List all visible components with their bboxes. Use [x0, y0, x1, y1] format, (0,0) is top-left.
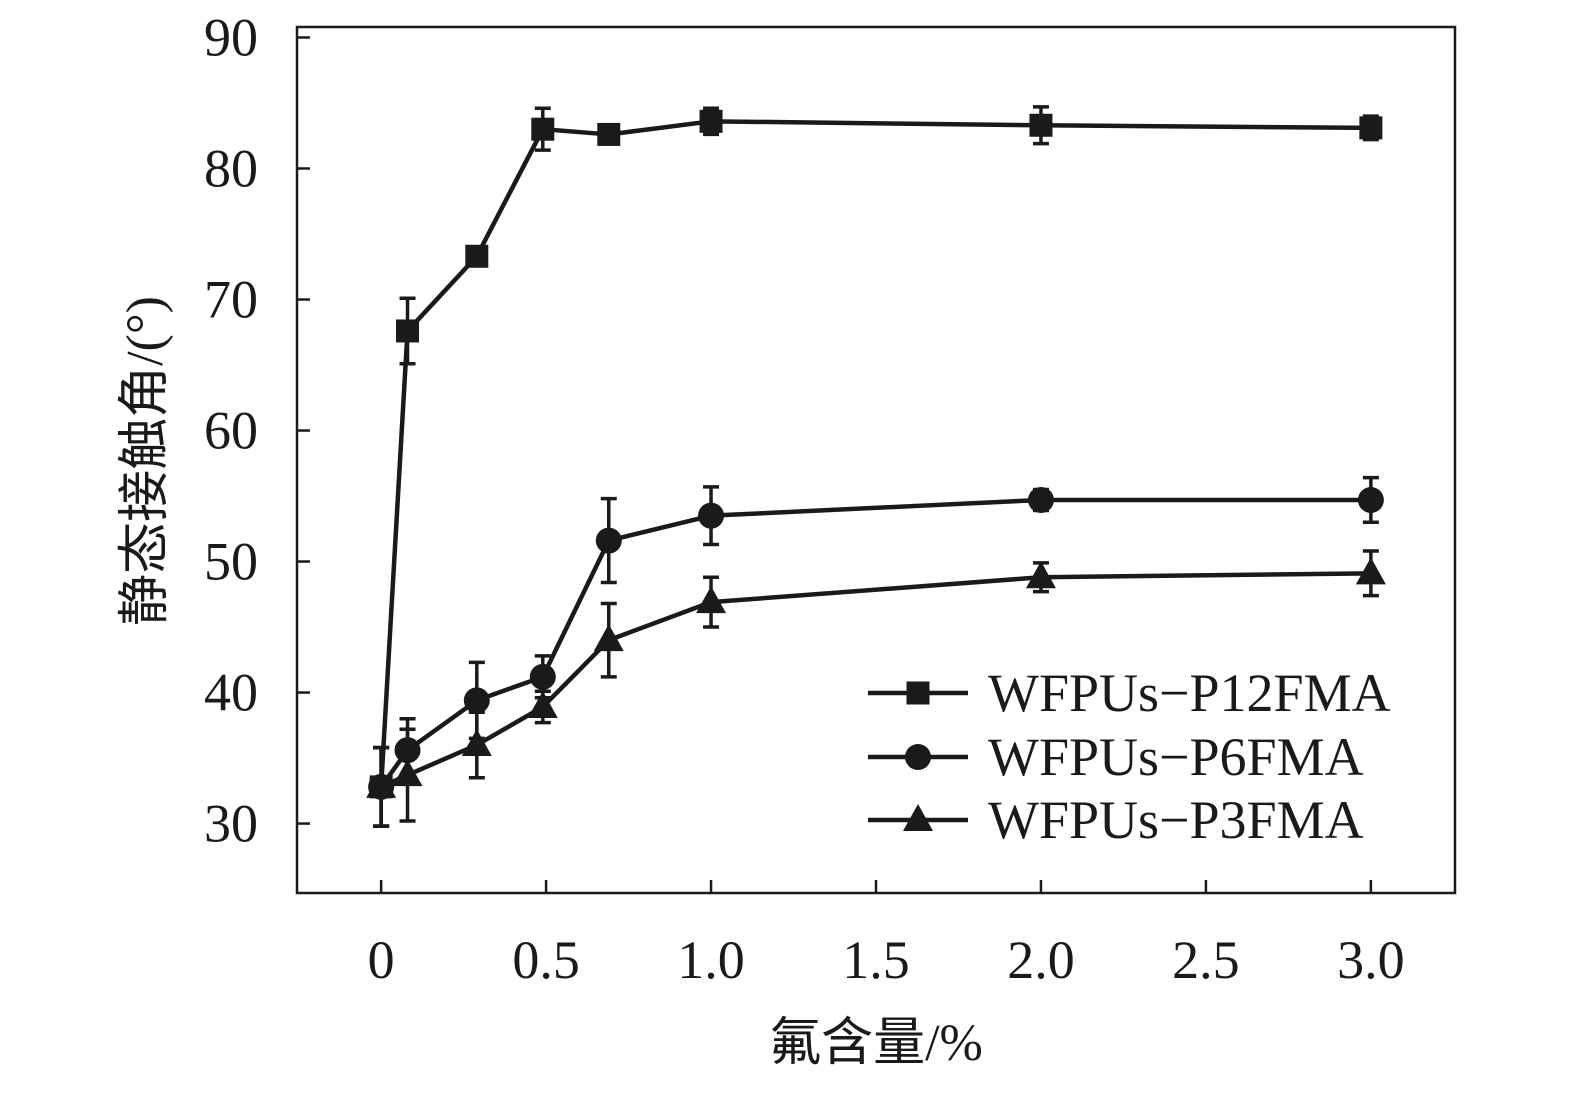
x-tick-label-0.5: 0.5: [512, 930, 580, 990]
y-tick-label-60: 60: [204, 401, 258, 461]
legend-entry-wfpusp6fma: WFPUs−P6FMA: [868, 727, 1364, 787]
series-wfpusp12fma: [369, 105, 1383, 828]
data-point-wfpusp6fma-2: [463, 687, 490, 714]
legend-label-wfpusp3fma: WFPUs−P3FMA: [988, 790, 1364, 850]
x-tick-label-2.5: 2.5: [1172, 930, 1240, 990]
legend-label-wfpusp12fma: WFPUs−P12FMA: [988, 663, 1391, 723]
data-point-wfpusp6fma-7: [1357, 486, 1384, 513]
data-point-wfpusp3fma-6: [1025, 561, 1056, 589]
axis-ticks: 30 40 50 60 70 80 90 0 0.5 1.0 1.5 2.0 2.5 3.0: [204, 7, 1405, 990]
series-layer: [366, 105, 1386, 828]
legend-label-wfpusp6fma: WFPUs−P6FMA: [988, 727, 1364, 787]
x-axis-title: 氟含量/%: [769, 1015, 983, 1072]
data-point-wfpusp12fma-4: [597, 122, 621, 146]
data-point-wfpusp12fma-2: [465, 244, 489, 268]
data-point-wfpusp12fma-1: [396, 319, 420, 343]
data-point-wfpusp6fma-6: [1027, 486, 1054, 513]
data-point-wfpusp12fma-3: [531, 117, 555, 141]
legend-entry-wfpusp3fma: WFPUs−P3FMA: [868, 790, 1364, 850]
legend-entry-wfpusp12fma: WFPUs−P12FMA: [868, 663, 1391, 723]
data-point-wfpusp6fma-3: [529, 663, 556, 690]
y-tick-label-90: 90: [204, 7, 258, 67]
y-tick-label-80: 80: [204, 138, 258, 198]
data-point-wfpusp3fma-2: [461, 728, 492, 756]
y-tick-label-70: 70: [204, 270, 258, 330]
x-tick-label-0: 0: [368, 930, 395, 990]
series-line-wfpusp6fma: [379, 497, 1371, 789]
x-tick-label-1.5: 1.5: [842, 930, 910, 990]
series-line-wfpusp12fma: [378, 119, 1371, 788]
x-tick-label-2.0: 2.0: [1007, 930, 1075, 990]
data-point-wfpusp12fma-5: [699, 109, 723, 133]
y-tick-label-50: 50: [204, 532, 258, 592]
y-axis-title: 静态接触角/(°): [117, 296, 174, 626]
data-point-wfpusp3fma-7: [1355, 557, 1386, 585]
data-point-wfpusp12fma-6: [1029, 113, 1053, 137]
data-point-wfpusp3fma-3: [527, 690, 558, 718]
series-line-wfpusp3fma: [380, 571, 1371, 789]
data-point-wfpusp3fma-5: [696, 586, 727, 614]
x-tick-label-1.0: 1.0: [677, 930, 745, 990]
legend-marker-wfpusp12fma: [906, 681, 930, 705]
data-point-wfpusp6fma-4: [595, 527, 622, 554]
data-point-wfpusp12fma-7: [1359, 116, 1383, 140]
series-wfpusp6fma: [368, 475, 1384, 828]
data-point-wfpusp6fma-5: [698, 502, 725, 529]
y-tick-label-30: 30: [204, 794, 258, 854]
data-point-wfpusp12fma-0: [369, 775, 393, 799]
legend-marker-wfpusp6fma: [905, 744, 931, 770]
x-tick-label-3.0: 3.0: [1337, 930, 1405, 990]
y-tick-label-40: 40: [204, 663, 258, 723]
data-point-wfpusp3fma-4: [593, 624, 624, 652]
data-point-wfpusp6fma-1: [394, 737, 421, 764]
legend-marker-wfpusp3fma: [903, 804, 933, 831]
